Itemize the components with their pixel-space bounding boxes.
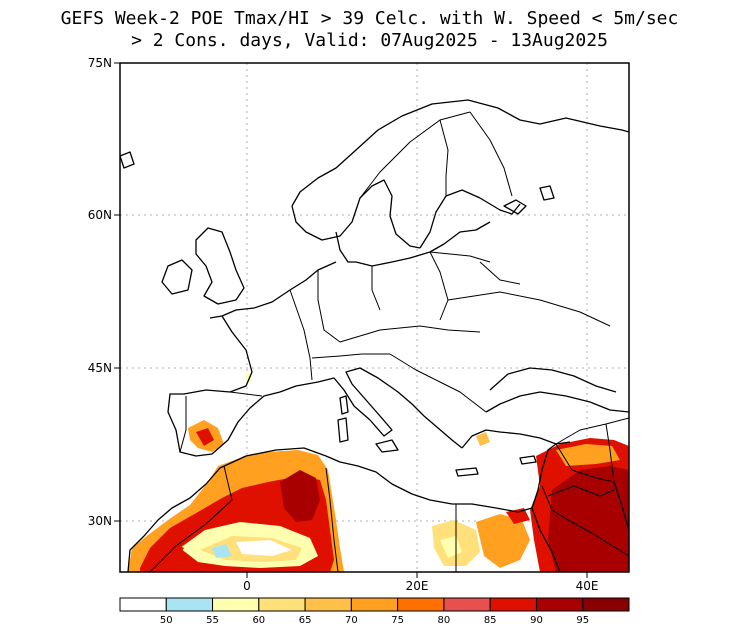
coast-ireland xyxy=(161,259,193,295)
coast-lake-onega xyxy=(539,185,555,201)
colorbar-label: 80 xyxy=(438,615,451,626)
coast-black-sea xyxy=(485,391,629,413)
colorbar-swatch xyxy=(397,597,445,612)
border-germany-west xyxy=(317,270,341,343)
longitude-labels: 0 20E 40E xyxy=(243,579,598,593)
colorbar-swatch xyxy=(350,597,399,612)
colorbar-label: 85 xyxy=(484,615,497,626)
colorbar-swatch xyxy=(165,597,214,612)
coast-netherlands-france xyxy=(209,261,337,319)
border-germany-poland xyxy=(371,266,381,311)
coast-levant xyxy=(531,443,557,509)
coast-crete xyxy=(455,467,479,477)
border-finland-russia xyxy=(469,111,513,197)
map-frame xyxy=(119,62,630,573)
border-spain-france xyxy=(229,391,263,397)
border-iran-west xyxy=(605,423,615,483)
coast-france-biscay xyxy=(221,315,253,393)
coast-black-sea-north xyxy=(489,367,617,393)
shading-nile-delta xyxy=(506,508,530,524)
coast-med-france-italy xyxy=(279,367,463,449)
border-saudi-jordan xyxy=(541,485,629,557)
border-ukraine xyxy=(447,291,611,327)
shading-sahara-cyan xyxy=(212,544,232,558)
lat-label-75: 75N xyxy=(88,56,112,70)
lat-label-30: 30N xyxy=(88,514,112,528)
coast-gulf xyxy=(613,481,629,531)
border-russia-belarus xyxy=(479,261,521,285)
border-saudi-north xyxy=(547,485,615,497)
lat-label-60: 60N xyxy=(88,208,112,222)
colorbar-swatch xyxy=(212,597,260,612)
colorbar-label: 90 xyxy=(530,615,543,626)
colorbar-swatch xyxy=(443,597,491,612)
colorbar-label: 70 xyxy=(345,615,358,626)
latitude-labels: 75N 60N 45N 30N xyxy=(88,56,112,528)
border-algeria-libya xyxy=(325,467,339,572)
tick-marks xyxy=(114,62,588,578)
coast-cyprus xyxy=(519,455,537,465)
coast-lake-ladoga xyxy=(503,199,527,215)
colorbar-label: 75 xyxy=(391,615,404,626)
coast-baltic-finland xyxy=(419,189,521,249)
border-syria-iraq xyxy=(555,443,615,483)
colorbar-swatch xyxy=(119,597,167,612)
probability-shading xyxy=(128,372,629,572)
colorbar-swatch xyxy=(304,597,352,612)
map-title-line-2: > 2 Cons. days, Valid: 07Aug2025 - 13Aug… xyxy=(131,30,608,51)
border-poland-east xyxy=(429,251,449,321)
colorbar-label: 55 xyxy=(206,615,219,626)
lon-label-20e: 20E xyxy=(406,579,429,593)
shading-iberia-core xyxy=(196,428,214,446)
shading-turkey-south xyxy=(476,432,490,446)
border-central-europe xyxy=(339,325,481,343)
lon-label-40e: 40E xyxy=(576,579,599,593)
shading-algeria-core xyxy=(280,470,320,522)
shading-egypt-2 xyxy=(476,514,530,568)
colorbar-label: 65 xyxy=(299,615,312,626)
coast-corsica xyxy=(339,395,349,415)
border-balkans xyxy=(389,353,487,413)
border-norway-sweden xyxy=(359,111,471,199)
border-turkey-east xyxy=(555,417,629,445)
coast-norway-south xyxy=(291,179,421,249)
shading-sahara-white xyxy=(236,540,292,556)
border-france-east xyxy=(289,289,313,381)
map-area xyxy=(120,63,629,572)
colorbar-label: 50 xyxy=(160,615,173,626)
coast-iberia xyxy=(167,389,281,457)
coast-scandinavia xyxy=(291,99,629,207)
border-sweden-finland xyxy=(439,119,449,196)
colorbar xyxy=(119,597,630,612)
colorbar-swatch xyxy=(258,597,306,612)
coastlines xyxy=(120,99,629,572)
colorbar-label: 95 xyxy=(576,615,589,626)
coast-denmark xyxy=(335,231,356,263)
map-title-line-1: GEFS Week-2 POE Tmax/HI > 39 Celc. with … xyxy=(60,8,679,29)
border-spain-portugal xyxy=(179,396,187,453)
shading-syria-iraq xyxy=(556,444,620,466)
colorbar-labels: 50 55 60 65 70 75 80 85 90 95 xyxy=(160,615,589,626)
coast-sicily xyxy=(375,439,399,453)
border-alps xyxy=(311,353,390,359)
colorbar-swatch xyxy=(489,597,537,612)
coast-red-sea xyxy=(531,507,561,572)
border-morocco-algeria xyxy=(149,465,233,572)
lat-label-45: 45N xyxy=(88,361,112,375)
colorbar-label: 60 xyxy=(252,615,265,626)
colorbar-swatch xyxy=(582,597,630,612)
coast-africa-north xyxy=(127,447,533,572)
coast-iceland xyxy=(120,151,135,169)
border-baltic-states xyxy=(429,251,491,263)
colorbar-swatch xyxy=(535,597,584,612)
coast-greece-turkey xyxy=(461,429,571,449)
lon-label-0: 0 xyxy=(243,579,251,593)
country-borders xyxy=(149,111,629,572)
coast-sardinia xyxy=(337,417,349,443)
coast-uk xyxy=(195,227,245,305)
